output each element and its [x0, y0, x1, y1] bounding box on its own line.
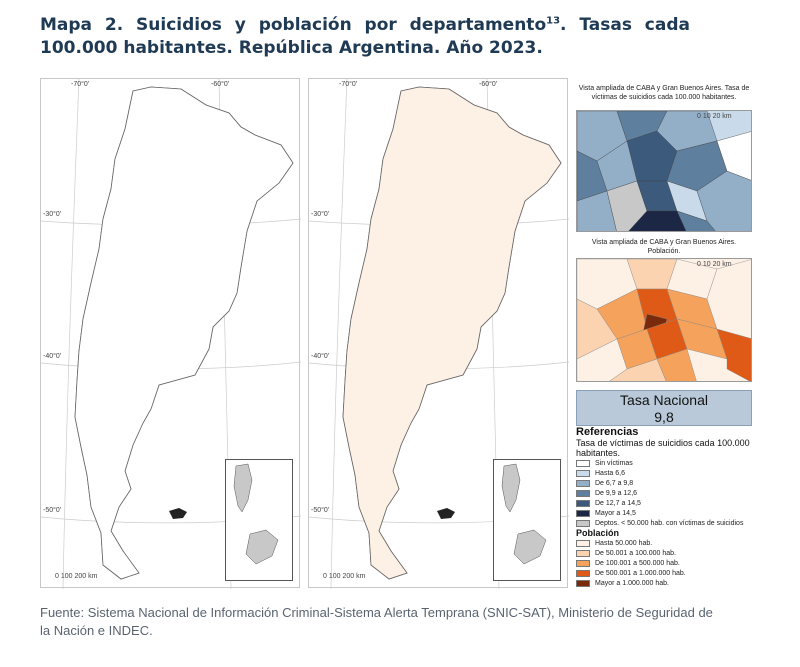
legend-suicides-label: Sin víctimas	[595, 459, 633, 467]
national-rate-box: Tasa Nacional 9,8	[576, 390, 752, 426]
title-prefix: Mapa 2	[40, 15, 117, 35]
legend-suicides-label: De 9,9 a 12,6	[595, 489, 638, 497]
zoom-scale-population: 0 10 20 km	[697, 261, 732, 268]
legend-suicides-item: De 9,9 a 12,6	[576, 488, 776, 498]
legend-suicides-item: De 6,7 a 9,8	[576, 478, 776, 488]
legend-population-item: Mayor a 1.000.000 hab.	[576, 578, 776, 588]
coord-side-40-right: -40°0'	[311, 353, 330, 360]
legend-suicides-item: De 12,7 a 14,5	[576, 498, 776, 508]
antarctica-inset-map	[233, 463, 279, 565]
map-scale-left: 0 100 200 km	[55, 573, 98, 580]
legend-population-item: De 50.001 a 100.000 hab.	[576, 548, 776, 558]
antarctica-inset-map-right	[501, 463, 547, 565]
legend-population-swatch	[576, 549, 590, 557]
legend-population-item: De 100.001 a 500.000 hab.	[576, 558, 776, 568]
legend-population-title: Población	[576, 528, 620, 538]
zoom-map-population-canvas	[577, 259, 751, 381]
population-map-canvas	[309, 79, 569, 589]
legend-population-swatch	[576, 569, 590, 577]
legend-suicides-item: Deptos. < 50.000 hab. con víctimas de su…	[576, 518, 776, 528]
legend-suicides-swatch	[576, 459, 590, 467]
coord-side-50: -50°0'	[43, 507, 62, 514]
antarctica-inset-right	[493, 459, 561, 581]
legend-population-item: De 500.001 a 1.000.000 hab.	[576, 568, 776, 578]
legend-suicides-label: Mayor a 14,5	[595, 509, 636, 517]
title-text-2: . Tasas cada 100.000 habitantes. Repúbli…	[40, 15, 690, 58]
coord-top-70: -70°0'	[71, 81, 90, 88]
legend-population-item: Hasta 50.000 hab.	[576, 538, 776, 548]
coord-top-60-right: -60°0'	[479, 81, 498, 88]
zoom-map-suicides[interactable]: 0 10 20 km	[576, 110, 752, 232]
legend-population-label: Hasta 50.000 hab.	[595, 539, 653, 547]
coord-top-60: -60°0'	[211, 81, 230, 88]
title-text: . Suicidios y población por departamento	[116, 15, 547, 35]
legend-population-label: De 100.001 a 500.000 hab.	[595, 559, 680, 567]
legend-heading: Referencias	[576, 426, 639, 438]
map-legend: Referencias Tasa de víctimas de suicidio…	[576, 426, 776, 588]
national-rate-value: 9,8	[654, 409, 674, 425]
title-footnote: 13	[546, 15, 561, 27]
zoom-map-population[interactable]: 0 10 20 km	[576, 258, 752, 382]
legend-suicides-list: Sin víctimas Hasta 6,6 De 6,7 a 9,8 De 9,9 …	[576, 458, 776, 528]
legend-population-list: Hasta 50.000 hab. De 50.001 a 100.000 hab…	[576, 538, 776, 588]
legend-population-label: De 500.001 a 1.000.000 hab.	[595, 569, 686, 577]
zoom-map-suicides-canvas	[577, 111, 751, 231]
coord-side-30: -30°0'	[43, 211, 62, 218]
legend-suicides-swatch	[576, 509, 590, 517]
coord-side-40: -40°0'	[43, 353, 62, 360]
legend-suicides-label: Hasta 6,6	[595, 469, 625, 477]
legend-suicides-item: Sin víctimas	[576, 458, 776, 468]
legend-population-label: Mayor a 1.000.000 hab.	[595, 579, 669, 587]
legend-population-label: De 50.001 a 100.000 hab.	[595, 549, 676, 557]
zoom-caption-suicides: Vista ampliada de CABA y Gran Buenos Air…	[578, 85, 750, 101]
legend-population-swatch	[576, 539, 590, 547]
legend-suicides-swatch	[576, 469, 590, 477]
legend-population-swatch	[576, 579, 590, 587]
coord-side-50-right: -50°0'	[311, 507, 330, 514]
suicide-rate-map-canvas	[41, 79, 301, 589]
coord-top-70-right: -70°0'	[339, 81, 358, 88]
legend-suicides-title: Tasa de víctimas de suicidios cada 100.0…	[576, 438, 750, 458]
zoom-scale-suicides: 0 10 20 km	[697, 113, 732, 120]
legend-population-swatch	[576, 559, 590, 567]
legend-suicides-item: Hasta 6,6	[576, 468, 776, 478]
suicide-rate-map[interactable]: -70°0' -60°0' -30°0' -40°0' -50°0' 0 100…	[40, 78, 301, 589]
legend-suicides-label: De 12,7 a 14,5	[595, 499, 641, 507]
population-map[interactable]: -70°0' -60°0' -30°0' -40°0' -50°0' 0 100…	[308, 78, 569, 589]
legend-suicides-swatch	[576, 519, 590, 527]
page-title: Mapa 2. Suicidios y población por depart…	[40, 14, 690, 60]
legend-suicides-swatch	[576, 499, 590, 507]
coord-side-30-right: -30°0'	[311, 211, 330, 218]
map-scale-right: 0 100 200 km	[323, 573, 366, 580]
legend-suicides-swatch	[576, 489, 590, 497]
zoom-caption-population: Vista ampliada de CABA y Gran Buenos Air…	[591, 239, 737, 255]
antarctica-inset	[225, 459, 293, 581]
legend-suicides-label: Deptos. < 50.000 hab. con víctimas de su…	[595, 519, 744, 527]
legend-suicides-label: De 6,7 a 9,8	[595, 479, 634, 487]
source-note: Fuente: Sistema Nacional de Información …	[40, 605, 713, 638]
legend-suicides-swatch	[576, 479, 590, 487]
legend-suicides-item: Mayor a 14,5	[576, 508, 776, 518]
national-rate-label: Tasa Nacional	[620, 392, 708, 408]
